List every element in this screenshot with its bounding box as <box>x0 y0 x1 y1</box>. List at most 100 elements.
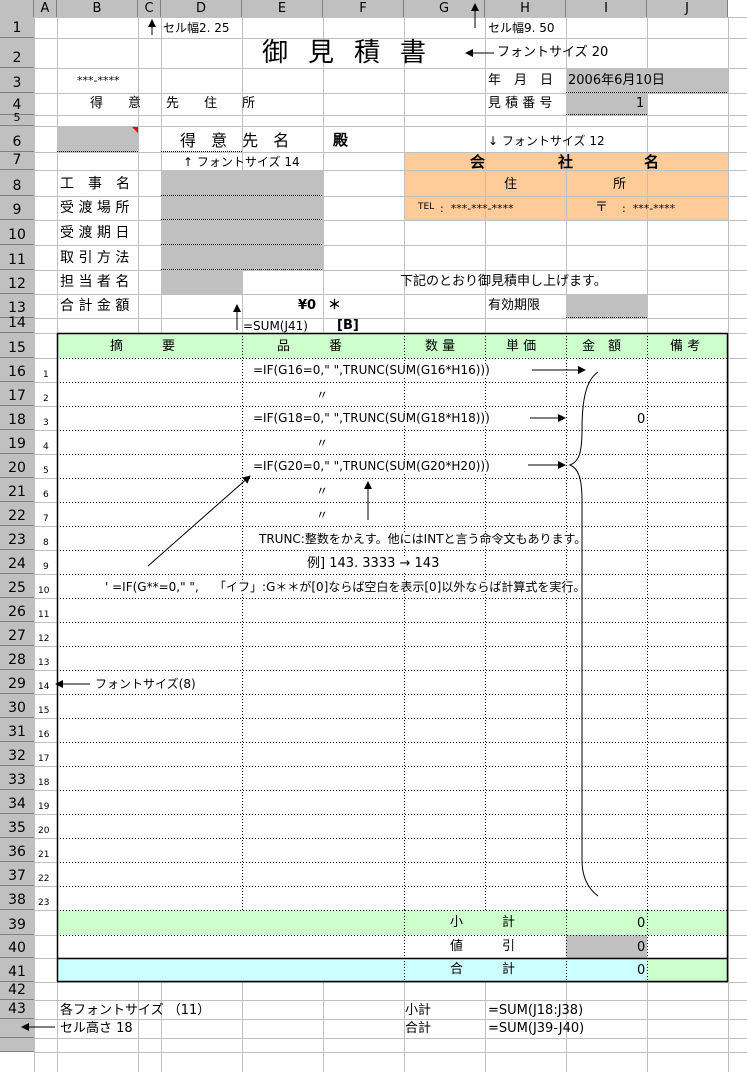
row-header[interactable]: 38 <box>0 886 34 910</box>
if-note: ' =IF(G**=0," ", 「イフ」:G＊＊が[0]ならば空白を表示[0]… <box>103 580 588 594</box>
estimate-no-label: 見 積 番 号 <box>488 96 553 111</box>
row-header[interactable]: 5 <box>0 111 34 126</box>
discount-input-cell[interactable] <box>566 935 647 958</box>
item-number: 20 <box>38 826 50 836</box>
row-header[interactable]: 18 <box>0 406 34 430</box>
discount-value[interactable]: 0 <box>637 940 646 955</box>
row-header[interactable]: 26 <box>0 598 34 622</box>
column-header-D[interactable]: D <box>161 0 242 17</box>
tel-value: : ***-***-**** <box>440 202 514 215</box>
formula-row20[interactable]: =IF(G20=0," ",TRUNC(SUM(G20*H20))) <box>253 459 490 473</box>
row-header[interactable]: 37 <box>0 862 34 886</box>
amount-row18[interactable]: 0 <box>637 412 646 427</box>
company-name-char: 名 <box>644 153 660 171</box>
row-header[interactable]: 23 <box>0 526 34 550</box>
column-header-E[interactable]: E <box>242 0 323 17</box>
column-header-I[interactable]: I <box>566 0 647 17</box>
column-header-H[interactable]: H <box>485 0 566 17</box>
select-all-corner[interactable] <box>0 0 34 17</box>
formula-row18[interactable]: =IF(G18=0," ",TRUNC(SUM(G18*H18))) <box>253 411 490 425</box>
row-header[interactable]: 9 <box>0 196 34 220</box>
row-header[interactable]: 21 <box>0 478 34 502</box>
row-header[interactable]: 17 <box>0 382 34 406</box>
note-font-size-12: ↓ フォントサイズ 12 <box>488 134 605 148</box>
estimate-number-cell[interactable] <box>566 93 647 115</box>
column-header-G[interactable]: G <box>404 0 485 17</box>
row-header[interactable]: 7 <box>0 152 34 170</box>
row-header[interactable]: 27 <box>0 622 34 646</box>
row-header[interactable]: 6 <box>0 126 34 152</box>
greeting: 下記のとおり御見積申し上げます。 <box>400 274 607 289</box>
client-name-input-cell[interactable] <box>57 126 138 152</box>
row-header[interactable]: 24 <box>0 550 34 574</box>
row-header[interactable]: 22 <box>0 502 34 526</box>
row-header[interactable]: 41 <box>0 958 34 982</box>
row-header[interactable]: 28 <box>0 646 34 670</box>
row-header[interactable] <box>0 1038 34 1052</box>
ditto-mark: 〃 <box>316 508 329 522</box>
row-header[interactable]: 10 <box>0 220 34 245</box>
row-header[interactable]: 15 <box>0 333 34 358</box>
person-in-charge-input-cell[interactable] <box>161 270 242 294</box>
column-header-A[interactable]: A <box>34 0 57 17</box>
item-number: 14 <box>38 682 50 692</box>
company-address-char: 住 <box>504 177 518 192</box>
row-header[interactable]: 20 <box>0 454 34 478</box>
row-header[interactable]: 12 <box>0 270 34 294</box>
postal-code[interactable]: ***-**** <box>77 74 120 87</box>
total-amount: ¥0 <box>298 298 317 313</box>
item-number: 2 <box>43 394 49 404</box>
field-label-project: 工 事 名 <box>60 176 130 192</box>
column-header-B[interactable]: B <box>57 0 138 17</box>
row-header[interactable]: 4 <box>0 93 34 115</box>
date-value[interactable]: 2006年6月10日 <box>568 73 665 88</box>
row-header[interactable]: 25 <box>0 574 34 598</box>
column-header-J[interactable]: J <box>647 0 728 17</box>
subtotal-row-bg <box>57 910 728 935</box>
item-number: 11 <box>38 610 50 620</box>
row-header[interactable]: 1 <box>0 17 34 38</box>
table-header-bg <box>57 333 728 358</box>
estimate-no-value[interactable]: 1 <box>636 96 645 111</box>
row-header[interactable]: 2 <box>0 38 34 68</box>
row-header[interactable]: 33 <box>0 766 34 790</box>
row-header[interactable]: 3 <box>0 68 34 93</box>
item-number: 1 <box>43 370 49 380</box>
column-header-F[interactable]: F <box>323 0 404 17</box>
field-label-delivery-date: 受 渡 期 日 <box>60 225 130 241</box>
row-header[interactable]: 34 <box>0 790 34 814</box>
row-header[interactable]: 11 <box>0 245 34 270</box>
column-header-C[interactable]: C <box>138 0 161 17</box>
row-header[interactable]: 35 <box>0 814 34 838</box>
ditto-mark: 〃 <box>316 484 329 498</box>
row-header[interactable]: 31 <box>0 718 34 742</box>
row-header[interactable]: 16 <box>0 358 34 382</box>
row-header[interactable]: 43 <box>0 1000 34 1019</box>
note-font-size-20: フォントサイズ 20 <box>497 45 609 60</box>
row-header[interactable]: 36 <box>0 838 34 862</box>
company-name-char: 会 <box>470 153 486 171</box>
row-header[interactable]: 14 <box>0 315 34 333</box>
row-header[interactable]: 29 <box>0 670 34 694</box>
item-number: 17 <box>38 754 50 764</box>
row-header[interactable]: 32 <box>0 742 34 766</box>
subtotal-label: 小 計 <box>450 915 516 930</box>
client-address[interactable]: 得 意 先 住 所 <box>90 96 262 111</box>
row-header[interactable]: 40 <box>0 935 34 958</box>
note-font-size-8: フォントサイズ(8) <box>95 677 196 691</box>
row-header[interactable]: 42 <box>0 982 34 1000</box>
row-header[interactable]: 39 <box>0 910 34 935</box>
row-header[interactable]: 19 <box>0 430 34 454</box>
formula-row16[interactable]: =IF(G16=0," ",TRUNC(SUM(G16*H16))) <box>253 363 490 377</box>
total-remarks-cell[interactable] <box>647 958 728 982</box>
date-label: 年 月 日 <box>488 73 554 88</box>
row-header[interactable]: 30 <box>0 694 34 718</box>
validity-input-cell[interactable] <box>566 294 647 318</box>
comment-indicator-icon[interactable] <box>132 127 138 133</box>
client-name[interactable]: 得 意 先 名 <box>180 131 295 150</box>
row-header[interactable]: 8 <box>0 170 34 196</box>
field-label-payment: 取 引 方 法 <box>60 250 130 266</box>
row-header[interactable]: 13 <box>0 294 34 318</box>
